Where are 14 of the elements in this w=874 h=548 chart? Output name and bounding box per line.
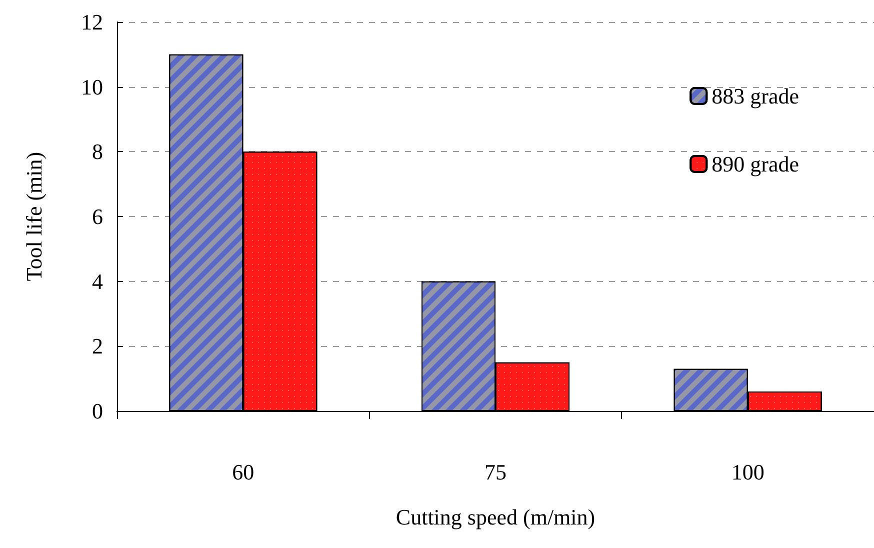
y-axis-title: Tool life (min) [22, 152, 46, 282]
x-tick-label: 60 [232, 460, 254, 484]
legend-label: 883 grade [712, 84, 800, 108]
y-tick-label: 2 [92, 334, 103, 359]
x-tick-label: 75 [484, 460, 506, 484]
y-tick-label: 4 [92, 268, 103, 294]
x-tick-label: 100 [731, 460, 764, 484]
y-tick-label: 0 [92, 398, 103, 424]
legend-label: 890 grade [712, 152, 800, 176]
y-tick-label: 10 [81, 74, 103, 100]
y-tick-label: 12 [81, 10, 103, 34]
y-tick-label: 8 [92, 139, 103, 164]
x-axis-title: Cutting speed (m/min) [396, 504, 596, 530]
y-tick-label: 6 [92, 204, 103, 229]
